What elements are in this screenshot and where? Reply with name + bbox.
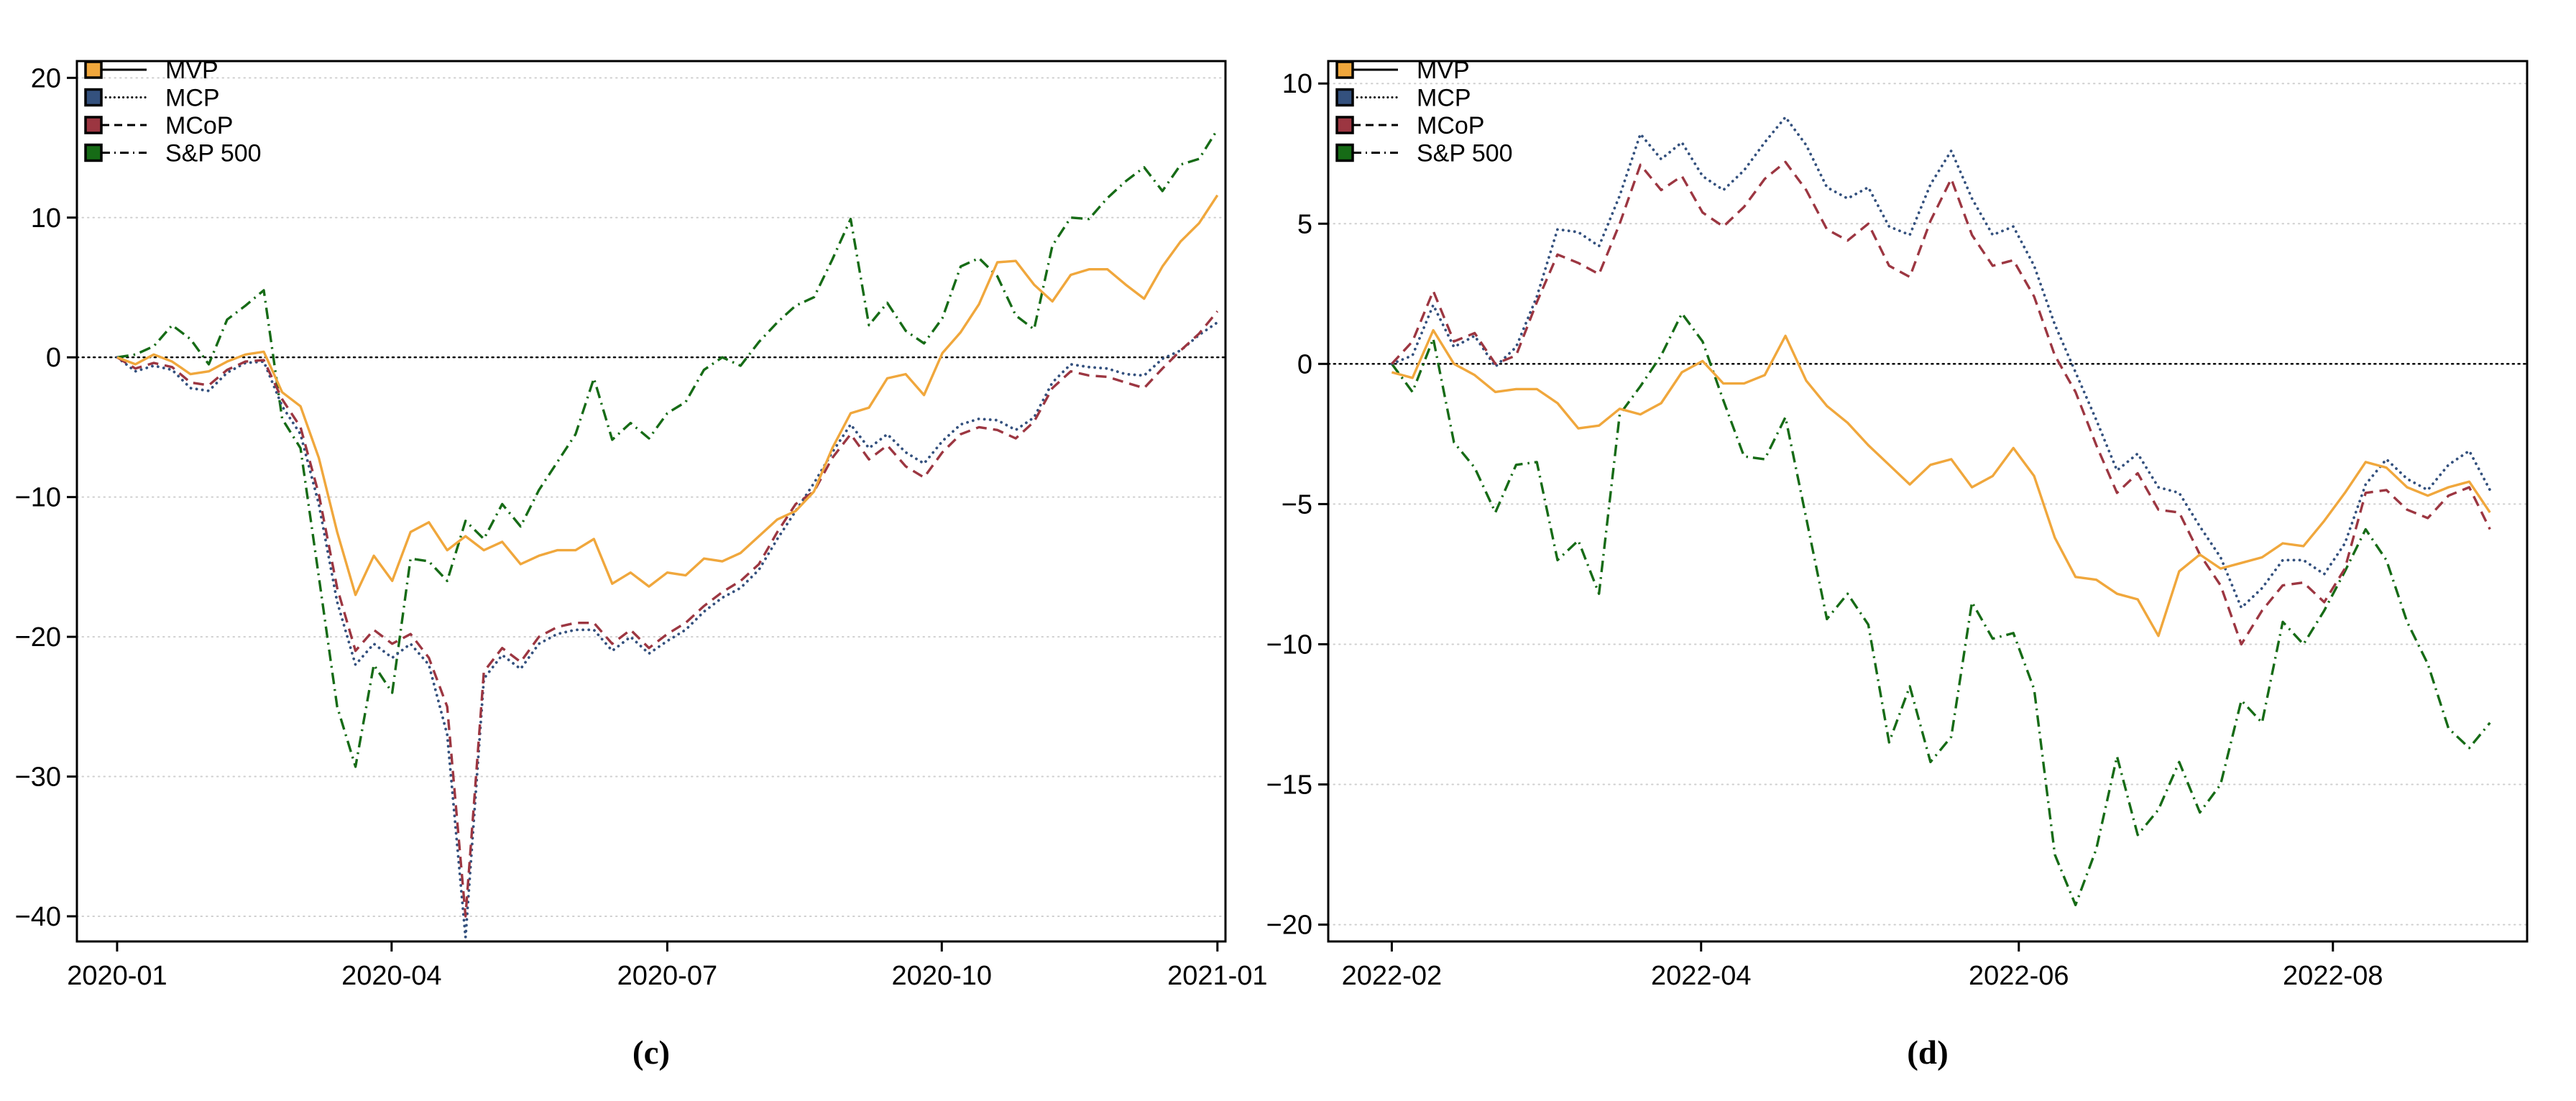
y-tick-label: 5 (1297, 209, 1312, 239)
x-tick-label: 2020-04 (341, 961, 441, 991)
legend-label: S&P 500 (165, 140, 262, 167)
legend-label: MCoP (1417, 112, 1484, 139)
plot-border (1327, 60, 2529, 943)
y-tick-label: 0 (1297, 349, 1312, 379)
x-tick-label: 2020-01 (67, 961, 167, 991)
y-tick-label: −15 (1266, 770, 1312, 801)
legend-label: MCP (1417, 85, 1471, 112)
series-mvp (1391, 328, 2491, 637)
legend-swatch-mcp (1335, 88, 1354, 107)
x-tick-label: 2022-06 (1969, 961, 2069, 991)
x-tick-label: 2020-10 (892, 961, 992, 991)
legend-swatch-s-p-500 (1335, 143, 1354, 162)
y-tick-label: −20 (15, 622, 61, 653)
y-tick-label: −10 (1266, 630, 1312, 660)
series-s-p-500 (116, 129, 1219, 768)
series-mcop (1391, 160, 2491, 646)
legend-swatch-mvp (1335, 60, 1354, 79)
y-tick-label: −40 (15, 902, 61, 932)
series-mcp (1390, 116, 2492, 609)
x-tick-label: 2022-08 (2283, 961, 2383, 991)
x-tick-label: 2022-04 (1651, 961, 1751, 991)
x-tick-label: 2022-02 (1342, 961, 1442, 991)
y-tick-label: 0 (46, 343, 61, 373)
panel-caption-c: (c) (632, 1034, 671, 1072)
panel-d: 10 5 0 −5 −10 −15 −20 2022-02 2022-04 2022-06 2022… (1266, 57, 2529, 991)
x-tick-label: 2021-01 (1167, 961, 1267, 991)
x-tick-label: 2020-07 (617, 961, 717, 991)
series-mvp (116, 194, 1219, 596)
y-tick-label: −20 (1266, 911, 1312, 941)
legend-label: MVP (1417, 57, 1470, 84)
legend-swatch-mcop (84, 116, 103, 134)
y-tick-label: 20 (31, 63, 61, 93)
legend-swatch-mcop (1335, 116, 1354, 134)
legend-swatch-mcp (84, 88, 103, 107)
y-tick-label: 10 (1282, 69, 1312, 99)
legend-swatch-s-p-500 (84, 143, 103, 162)
plot-border (75, 60, 1227, 943)
legend-label: MVP (165, 57, 218, 84)
legend-swatch-mvp (84, 60, 103, 79)
series-mcop (116, 310, 1219, 918)
legend-label: MCoP (165, 112, 233, 139)
legend-label: MCP (165, 85, 220, 112)
panel-caption-d: (d) (1907, 1034, 1949, 1072)
y-tick-label: −30 (15, 763, 61, 793)
y-tick-label: −10 (15, 483, 61, 513)
series-s-p-500 (1391, 312, 2491, 907)
y-tick-label: 10 (31, 203, 61, 234)
y-tick-label: −5 (1282, 489, 1312, 520)
legend-label: S&P 500 (1417, 140, 1513, 167)
